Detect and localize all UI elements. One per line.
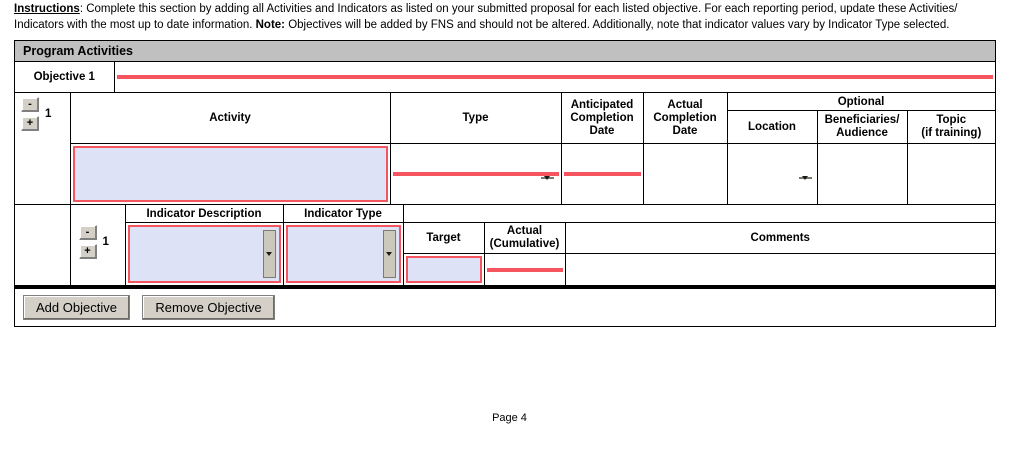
instructions-line1: : Complete this section by adding all Ac…	[79, 3, 958, 15]
header-actual-line1: Actual	[667, 98, 703, 111]
objective-table: Objective 1	[15, 62, 995, 93]
header-actual-line2: Completion	[653, 111, 717, 124]
header-actual-cumulative: Actual (Cumulative)	[483, 222, 566, 254]
header-actual-completion-date: Actual Completion Date	[642, 93, 728, 144]
activity-row-controls-cell: - + 1	[15, 93, 71, 205]
anticipated-completion-date-input[interactable]	[563, 172, 641, 176]
header-comments: Comments	[564, 222, 995, 254]
activity-header-row-2: Location Beneficiaries/ Audience Topic (…	[15, 110, 996, 144]
instructions-text: Instructions: Complete this section by a…	[14, 2, 996, 33]
header-anticipated-line2: Completion	[570, 111, 634, 124]
activity-cell	[69, 143, 391, 205]
actual-cumulative-cell	[483, 253, 566, 286]
activity-value-row	[15, 143, 996, 205]
indicator-type-cell	[282, 222, 404, 286]
header-actual-cumulative-line2: (Cumulative)	[489, 238, 560, 250]
indicator-row-controls: - + 1	[71, 205, 125, 259]
indicator-header-row: - + 1 Indicator Description Indicator Ty…	[15, 205, 995, 286]
target-input[interactable]	[405, 256, 482, 283]
objective-command-bar: Add Objective Remove Objective	[15, 286, 995, 326]
header-anticipated-line3: Date	[589, 124, 615, 137]
header-beneficiaries-line1: Beneficiaries/	[824, 114, 900, 126]
header-optional: Optional	[726, 93, 996, 111]
activity-header-row-1: - + 1 Activity Type Anticipated Completi…	[15, 93, 996, 205]
activity-pm-buttons: - +	[21, 97, 39, 131]
indicator-row-number: 1	[102, 236, 109, 248]
header-actual-line3: Date	[672, 124, 698, 137]
activity-input[interactable]	[72, 146, 388, 202]
indicator-table: - + 1 Indicator Description Indicator Ty…	[15, 205, 995, 286]
location-cell	[726, 143, 818, 205]
comments-cell	[564, 253, 995, 286]
add-activity-button[interactable]: +	[21, 116, 39, 131]
indicator-pm-buttons: - +	[78, 225, 97, 259]
indicator-description-cell	[124, 222, 284, 286]
objective-row: Objective 1	[15, 62, 995, 93]
activity-table: - + 1 Activity Type Anticipated Completi…	[15, 93, 996, 205]
instructions-label: Instructions	[14, 3, 80, 15]
header-topic-line1: Topic	[936, 114, 967, 126]
objective-label-cell: Objective 1	[15, 62, 115, 93]
header-topic-line2: (if training)	[921, 127, 982, 139]
actual-cumulative-input[interactable]	[486, 267, 563, 272]
activity-row-number: 1	[45, 108, 52, 120]
objective-value-cell	[113, 62, 995, 93]
type-cell	[389, 143, 562, 205]
chevron-down-icon[interactable]	[798, 176, 812, 180]
activity-row-controls: - + 1	[15, 93, 70, 131]
type-select[interactable]	[392, 172, 559, 180]
header-target: Target	[402, 222, 485, 254]
objective-input[interactable]	[116, 75, 993, 79]
topic-cell	[906, 143, 996, 205]
indicator-value-row	[15, 253, 995, 286]
chevron-down-icon[interactable]	[540, 176, 554, 180]
chevron-down-icon[interactable]	[382, 230, 396, 278]
header-indicator-type: Indicator Type	[282, 205, 404, 223]
header-location: Location	[726, 110, 818, 144]
actual-completion-date-cell	[642, 143, 728, 205]
remove-indicator-button[interactable]: -	[78, 225, 97, 240]
header-indicator-description: Indicator Description	[124, 205, 284, 223]
remove-objective-button[interactable]: Remove Objective	[142, 295, 275, 320]
objective-label: Objective 1	[33, 71, 95, 83]
indicator-subheader-row: Target Actual (Cumulative) Comments	[15, 222, 995, 286]
chevron-down-icon[interactable]	[262, 230, 276, 278]
header-beneficiaries-line2: Audience	[836, 127, 888, 139]
header-topic: Topic (if training)	[906, 110, 996, 144]
instructions-line2a: Indicators with the most up to date info…	[14, 18, 256, 31]
target-cell	[402, 253, 485, 286]
indicator-type-select[interactable]	[285, 225, 401, 283]
remove-activity-button[interactable]: -	[21, 97, 39, 112]
program-activities-table: Program Activities Objective 1	[14, 40, 996, 327]
header-anticipated-completion-date: Anticipated Completion Date	[560, 93, 644, 144]
instructions-line2b: Objectives will be added by FNS and shou…	[285, 18, 950, 31]
indicator-row-controls-cell: - + 1	[69, 205, 126, 286]
page-footer: Page 4	[492, 412, 527, 424]
header-type: Type	[389, 93, 562, 144]
add-indicator-button[interactable]: +	[78, 244, 97, 259]
header-activity: Activity	[69, 93, 391, 144]
indicator-header-blank	[402, 205, 995, 223]
add-objective-button[interactable]: Add Objective	[23, 295, 130, 320]
instructions-note-label: Note:	[255, 18, 286, 31]
indicator-spacer-cell	[15, 205, 71, 286]
section-header-program-activities: Program Activities	[15, 41, 995, 62]
header-beneficiaries-audience: Beneficiaries/ Audience	[816, 110, 908, 144]
anticipated-completion-date-cell	[560, 143, 644, 205]
header-actual-cumulative-line1: Actual	[506, 225, 543, 237]
beneficiaries-audience-cell	[816, 143, 908, 205]
header-anticipated-line1: Anticipated	[570, 98, 634, 111]
indicator-description-select[interactable]	[127, 225, 281, 283]
